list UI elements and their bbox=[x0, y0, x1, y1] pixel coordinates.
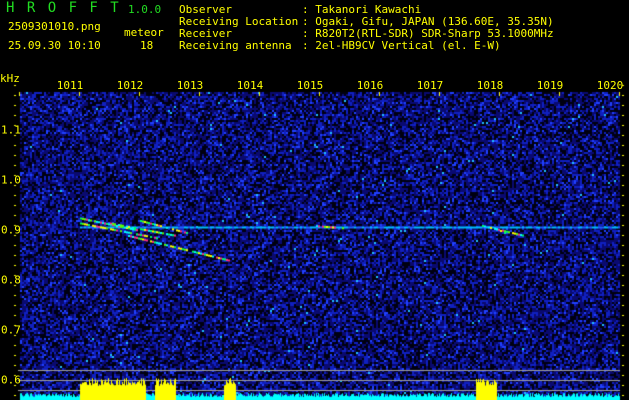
info-value: : Ogaki, Gifu, JAPAN (136.60E, 35.35N) bbox=[302, 15, 554, 28]
info-label: Receiving Location bbox=[179, 15, 299, 28]
y-tick-label: 1.1 bbox=[1, 123, 21, 137]
info-label: Receiving antenna bbox=[179, 39, 292, 52]
y-tick-label: 1.0 bbox=[1, 173, 21, 187]
y-tick-label: 0.8 bbox=[1, 273, 21, 287]
app-name: H R O F F T bbox=[6, 0, 121, 16]
meteor-count: 18 bbox=[140, 39, 154, 52]
info-label: Receiver bbox=[179, 27, 232, 40]
y-tick-label: 0.7 bbox=[1, 323, 21, 337]
x-tick-label: 1012 bbox=[116, 79, 144, 92]
x-tick-label: 1014 bbox=[236, 79, 264, 92]
x-tick-label: 1016 bbox=[356, 79, 384, 92]
x-tick-label: 1019 bbox=[536, 79, 564, 92]
info-value: : 2el-HB9CV Vertical (el. E-W) bbox=[302, 39, 501, 52]
x-tick-label: 1015 bbox=[296, 79, 324, 92]
filename: 2509301010.png bbox=[8, 20, 101, 33]
info-value: : R820T2(RTL-SDR) SDR-Sharp 53.1000MHz bbox=[302, 27, 554, 40]
datetime: 25.09.30 10:10 bbox=[8, 39, 101, 52]
app-version: 1.0.0 bbox=[128, 3, 162, 16]
y-tick-label: 0.6 bbox=[1, 373, 21, 387]
x-tick-label: 1013 bbox=[176, 79, 204, 92]
info-label: Observer bbox=[179, 3, 232, 16]
y-tick-label: 0.9 bbox=[1, 223, 21, 237]
x-tick-label: 1017 bbox=[416, 79, 444, 92]
x-tick-label: 1018 bbox=[476, 79, 504, 92]
x-tick-label: 1011 bbox=[56, 79, 84, 92]
y-axis-unit: kHz bbox=[0, 72, 20, 85]
info-value: : Takanori Kawachi bbox=[302, 3, 422, 16]
x-tick-label: 1020 bbox=[596, 79, 624, 92]
count-label: meteor bbox=[124, 26, 164, 39]
